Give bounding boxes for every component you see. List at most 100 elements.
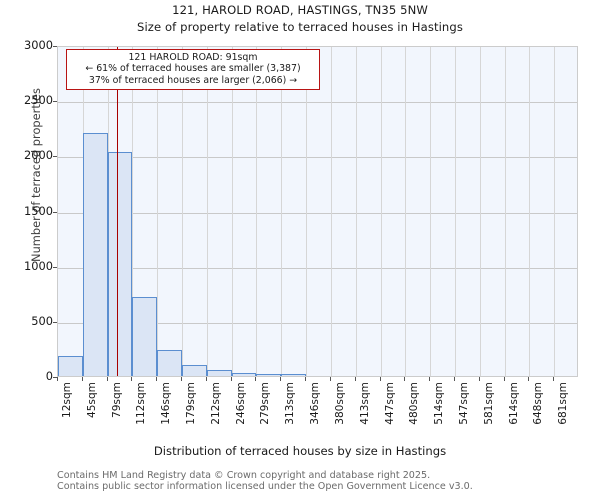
x-tick-label: 514sqm — [433, 382, 446, 425]
x-tick-label: 45sqm — [85, 382, 98, 419]
gridline — [479, 47, 481, 376]
gridline — [454, 47, 456, 376]
gridline — [281, 47, 283, 376]
x-tick-mark — [106, 377, 108, 381]
x-tick-mark — [280, 377, 282, 381]
gridline — [58, 102, 577, 104]
gridline — [529, 47, 531, 376]
gridline — [405, 47, 407, 376]
x-tick-mark — [478, 377, 480, 381]
x-tick-label: 246sqm — [234, 382, 247, 425]
gridline — [504, 47, 506, 376]
x-tick-label: 346sqm — [309, 382, 322, 425]
chart-title-block: 121, HAROLD ROAD, HASTINGS, TN35 5NW Siz… — [0, 2, 600, 36]
gridline — [58, 157, 577, 159]
annotation-larger-stat: 37% of terraced houses are larger (2,066… — [88, 74, 298, 86]
x-tick-label: 413sqm — [358, 382, 371, 425]
bar — [132, 297, 158, 376]
bar — [58, 356, 83, 376]
y-tick-mark — [53, 156, 57, 158]
gridline — [58, 322, 577, 324]
x-tick-mark — [57, 377, 58, 381]
property-size-marker-line — [116, 47, 119, 376]
gridline — [430, 47, 432, 376]
x-tick-label: 614sqm — [507, 382, 520, 425]
x-tick-label: 79sqm — [110, 382, 123, 419]
x-tick-mark — [181, 377, 183, 381]
gridline — [256, 47, 258, 376]
bar — [182, 364, 207, 376]
x-tick-mark — [429, 377, 431, 381]
x-tick-label: 179sqm — [185, 382, 198, 425]
annotation-property-label: 121 HAROLD ROAD: 91sqm — [128, 52, 258, 63]
x-tick-mark — [404, 377, 406, 381]
x-tick-mark — [503, 377, 505, 381]
x-tick-mark — [230, 377, 232, 381]
y-tick-mark — [53, 46, 57, 47]
y-tick-mark — [53, 377, 57, 378]
x-tick-label: 146sqm — [160, 382, 173, 425]
y-axis-tick-labels: 0 500 1000 1500 2000 2500 3000 — [0, 0, 57, 500]
gridline — [206, 47, 208, 376]
x-tick-mark — [553, 377, 555, 381]
gridline — [231, 47, 233, 376]
bar — [256, 374, 282, 376]
annotation-smaller-stat: ← 61% of terraced houses are smaller (3,… — [85, 63, 301, 75]
x-tick-label: 547sqm — [457, 382, 470, 425]
gridline — [330, 47, 332, 376]
x-tick-mark — [205, 377, 207, 381]
x-tick-mark — [305, 377, 307, 381]
x-axis-label: Distribution of terraced houses by size … — [153, 444, 447, 458]
x-tick-mark — [255, 377, 257, 381]
x-tick-label: 12sqm — [61, 382, 73, 419]
x-tick-mark — [329, 377, 331, 381]
gridline — [355, 47, 357, 376]
x-tick-label: 447sqm — [383, 382, 396, 425]
plot-area — [57, 46, 578, 377]
bar — [157, 350, 183, 376]
y-tick-label: 1000 — [24, 258, 53, 273]
y-tick-label: 3000 — [24, 38, 53, 52]
y-tick-mark — [53, 211, 57, 213]
y-tick-label: 2500 — [24, 93, 53, 108]
x-tick-label: 112sqm — [135, 382, 148, 425]
y-tick-label: 0 — [45, 369, 53, 383]
annotation-box: 121 HAROLD ROAD: 91sqm ← 61% of terraced… — [66, 49, 320, 91]
y-tick-mark — [53, 101, 57, 103]
gridline — [380, 47, 382, 376]
x-tick-label: 648sqm — [532, 382, 545, 425]
footer-line-2: Contains public sector information licen… — [57, 481, 473, 493]
bar — [107, 152, 133, 376]
y-tick-label: 2000 — [24, 148, 53, 163]
x-tick-mark — [81, 377, 83, 381]
x-tick-label: 380sqm — [333, 382, 346, 425]
x-tick-mark — [156, 377, 158, 381]
page-subtitle: Size of property relative to terraced ho… — [137, 20, 463, 34]
x-tick-mark — [354, 377, 356, 381]
bar — [281, 374, 307, 376]
page-title: 121, HAROLD ROAD, HASTINGS, TN35 5NW — [172, 3, 428, 17]
y-tick-label: 500 — [31, 313, 53, 328]
x-tick-mark — [528, 377, 530, 381]
bar — [82, 132, 108, 376]
gridline — [554, 47, 556, 376]
gridline — [58, 267, 577, 269]
bar — [206, 369, 232, 376]
gridline — [132, 47, 134, 376]
y-tick-mark — [53, 266, 57, 268]
x-tick-mark — [453, 377, 455, 381]
x-tick-label: 480sqm — [408, 382, 421, 425]
y-tick-label: 1500 — [24, 203, 53, 218]
footer-attribution: Contains HM Land Registry data © Crown c… — [57, 470, 577, 493]
x-tick-label: 581sqm — [482, 382, 495, 425]
x-tick-mark — [379, 377, 381, 381]
gridline — [58, 212, 577, 214]
x-tick-label: 313sqm — [284, 382, 297, 425]
gridline — [306, 47, 308, 376]
y-tick-mark — [53, 321, 57, 323]
x-tick-label: 681sqm — [557, 382, 570, 425]
footer-line-1: Contains HM Land Registry data © Crown c… — [57, 470, 431, 481]
gridline — [182, 47, 184, 376]
